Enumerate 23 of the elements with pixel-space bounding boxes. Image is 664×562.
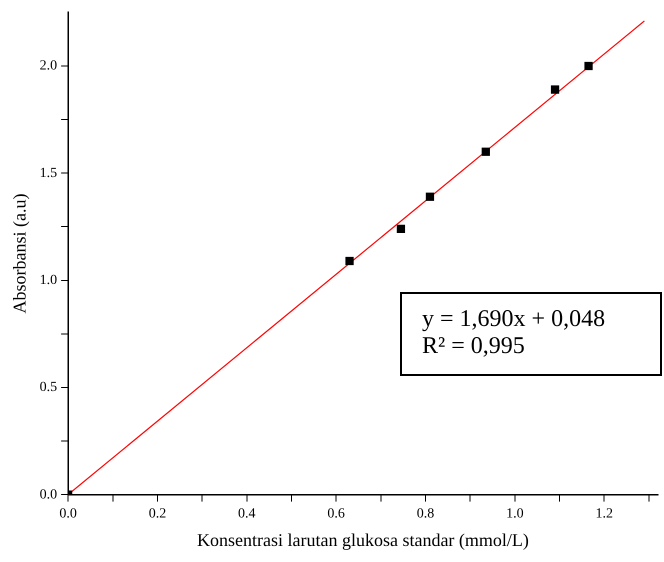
x-tick-label: 0.4 (238, 506, 256, 522)
point (482, 148, 490, 156)
annotation: R² = 0,995 (422, 333, 526, 360)
point (550, 85, 560, 94)
y-tick-label: 2.0 (40, 58, 58, 74)
x-axis-title: Konsentrasi larutan glukosa standar (mmol/L) (196, 530, 529, 550)
equation-box: y = 1,690x + 0,048 R² = 0,995 (400, 292, 662, 376)
x-tick-label: 0.8 (416, 506, 434, 522)
x-tick-label: 1.0 (506, 506, 524, 522)
y-axis-title: Absorbansi (a.u) (10, 194, 30, 314)
point (345, 256, 354, 266)
x-tick-label: 0.0 (59, 506, 77, 522)
x-tick-label: 0.6 (327, 506, 345, 522)
y-tick-label: 0.5 (40, 380, 58, 396)
point (584, 62, 593, 70)
point (426, 192, 434, 201)
y-tick-label: 1.5 (40, 166, 58, 181)
point (396, 224, 406, 233)
annotation: y = 1,690x + 0,048 (422, 306, 606, 333)
y-tick-label: 0.0 (40, 487, 58, 502)
y-tick-label: 1.0 (40, 272, 58, 288)
x-tick-label: 1.2 (595, 506, 613, 522)
x-tick-label: 0.2 (148, 506, 166, 522)
